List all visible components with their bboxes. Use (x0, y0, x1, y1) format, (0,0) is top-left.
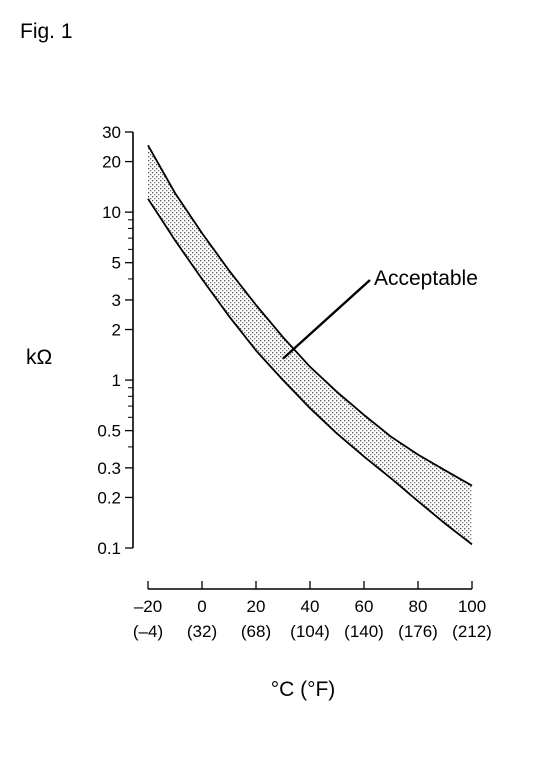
x-tick-label: 80 (409, 597, 428, 616)
x-tick-sublabel: (–4) (133, 622, 163, 641)
acceptable-band-group (147, 144, 473, 546)
figure-label: Fig. 1 (20, 20, 73, 43)
x-tick-label: 100 (458, 597, 486, 616)
acceptable-band-area (148, 145, 472, 545)
x-tick-label: –20 (134, 597, 162, 616)
annotation-leader-line (282, 279, 371, 360)
y-axis-label: kΩ (26, 346, 52, 369)
y-tick-label: 2 (112, 321, 121, 340)
y-tick-label: 1 (112, 371, 121, 390)
y-tick-label: 0.2 (97, 488, 121, 507)
y-tick-label: 0.3 (97, 459, 121, 478)
x-tick-label: 0 (197, 597, 206, 616)
x-tick-sublabel: (104) (290, 622, 330, 641)
y-tick-label: 0.5 (97, 422, 121, 441)
x-tick-sublabel: (68) (241, 622, 271, 641)
y-axis: 0.1 0.2 0.3 0.5 1 2 3 5 10 20 30 (97, 123, 134, 558)
y-tick-label: 5 (112, 254, 121, 273)
x-tick-sublabel: (32) (187, 622, 217, 641)
band-upper-curve (147, 144, 473, 487)
x-tick-sublabel: (140) (344, 622, 384, 641)
x-axis: –20 (–4) 0 (32) 20 (68) 40 (104) 60 (140) 80 (176) 1… (133, 581, 492, 641)
y-tick-label: 3 (112, 291, 121, 310)
x-tick-label: 60 (355, 597, 374, 616)
band-lower-curve (147, 198, 473, 546)
x-tick-sublabel: (176) (398, 622, 438, 641)
x-tick-label: 40 (301, 597, 320, 616)
y-tick-label: 10 (102, 203, 121, 222)
y-tick-label: 20 (102, 153, 121, 172)
y-tick-label: 0.1 (97, 539, 121, 558)
band-annotation-label: Acceptable (374, 267, 478, 290)
x-tick-sublabel: (212) (452, 622, 492, 641)
x-axis-label: °C (°F) (271, 678, 336, 701)
x-tick-label: 20 (247, 597, 266, 616)
y-tick-label: 30 (102, 123, 121, 142)
